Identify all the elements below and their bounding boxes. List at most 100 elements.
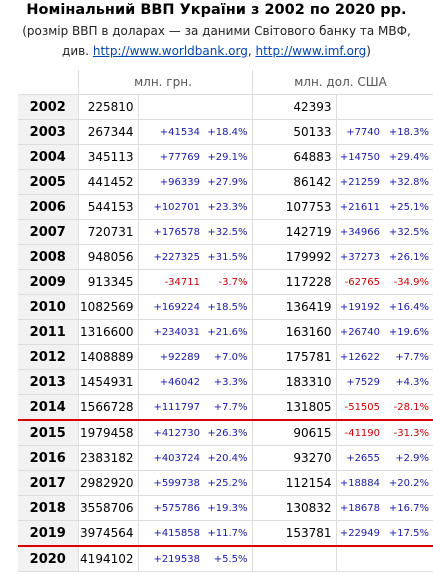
year: 2010: [18, 294, 79, 320]
row: 2003 267344 +41534 +18.4% 50133 +7740 +18.3%: [18, 119, 433, 145]
year: 2011: [18, 319, 79, 345]
separator: ,: [247, 44, 252, 58]
value: 4194102: [78, 546, 139, 572]
change: +2655: [336, 445, 385, 471]
corner: [18, 70, 79, 95]
group-header: млн. грн.: [78, 70, 253, 95]
change: +169224: [138, 294, 204, 320]
row: 2002 225810 42393: [18, 94, 433, 120]
percent: +18.5%: [204, 294, 253, 320]
percent: +18.4%: [204, 119, 253, 145]
group-header: млн. дол. США: [252, 70, 433, 95]
change: +14750: [336, 144, 385, 170]
change: +403724: [138, 445, 204, 471]
value: 163160: [252, 319, 337, 345]
percent: +26.1%: [384, 244, 433, 270]
header-row: млн. грн. млн. дол. США: [18, 70, 433, 95]
change: +12622: [336, 344, 385, 370]
value: 267344: [78, 119, 139, 145]
change: +46042: [138, 369, 204, 395]
year: 2003: [18, 119, 79, 145]
percent: +16.4%: [384, 294, 433, 320]
change: +37273: [336, 244, 385, 270]
change: -34711: [138, 269, 204, 295]
change: +227325: [138, 244, 204, 270]
value: 136419: [252, 294, 337, 320]
row: 2004 345113 +77769 +29.1% 64883 +14750 +29.4%: [18, 144, 433, 170]
row: 2010 1082569 +169224 +18.5% 136419 +19192 +16.…: [18, 294, 433, 320]
change: +102701: [138, 194, 204, 220]
percent: +7.7%: [384, 344, 433, 370]
row: 2007 720731 +176578 +32.5% 142719 +34966 +32.5…: [18, 219, 433, 245]
percent: +25.1%: [384, 194, 433, 220]
percent: +17.5%: [384, 520, 433, 547]
year: 2002: [18, 94, 79, 120]
value: 720731: [78, 219, 139, 245]
change: +7740: [336, 119, 385, 145]
percent: +7.7%: [204, 394, 253, 421]
change: +575786: [138, 495, 204, 521]
note: див. http://www.worldbank.org, http://ww…: [0, 44, 433, 58]
change: +26740: [336, 319, 385, 345]
value: 142719: [252, 219, 337, 245]
value: 2982920: [78, 470, 139, 496]
value: 86142: [252, 169, 337, 195]
value: 1566728: [78, 394, 139, 421]
percent: +7.0%: [204, 344, 253, 370]
value: 131805: [252, 394, 337, 421]
percent: +32.5%: [384, 219, 433, 245]
year: 2007: [18, 219, 79, 245]
change: +41534: [138, 119, 204, 145]
change: +21259: [336, 169, 385, 195]
value: 544153: [78, 194, 139, 220]
percent: +21.6%: [204, 319, 253, 345]
year: 2014: [18, 394, 79, 421]
year: 2013: [18, 369, 79, 395]
row: 2016 2383182 +403724 +20.4% 93270 +2655 +2.9%: [18, 445, 433, 471]
value: 1979458: [78, 420, 139, 446]
change: +96339: [138, 169, 204, 195]
percent: -3.7%: [204, 269, 253, 295]
year: 2004: [18, 144, 79, 170]
value: 3558706: [78, 495, 139, 521]
value: 345113: [78, 144, 139, 170]
percent: +2.9%: [384, 445, 433, 471]
percent: -31.3%: [384, 420, 433, 446]
percent: +29.4%: [384, 144, 433, 170]
row: 2005 441452 +96339 +27.9% 86142 +21259 +32.8%: [18, 169, 433, 195]
percent: +23.3%: [204, 194, 253, 220]
row: 2015 1979458 +412730 +26.3% 90615 -41190 -31.3…: [18, 420, 433, 446]
percent: [384, 546, 433, 572]
change: [138, 94, 204, 120]
year: 2017: [18, 470, 79, 496]
percent: +5.5%: [204, 546, 253, 572]
row: 2019 3974564 +415858 +11.7% 153781 +22949 +17.…: [18, 520, 433, 547]
value: 1454931: [78, 369, 139, 395]
change: +599738: [138, 470, 204, 496]
change: [336, 546, 385, 572]
subtitle: (розмір ВВП в доларах — за даними Світов…: [22, 24, 411, 38]
row: 2011 1316600 +234031 +21.6% 163160 +26740 +19.…: [18, 319, 433, 345]
year: 2008: [18, 244, 79, 270]
row: 2009 913345 -34711 -3.7% 117228 -62765 -34.9%: [18, 269, 433, 295]
value: 153781: [252, 520, 337, 547]
value: 90615: [252, 420, 337, 446]
value: 2383182: [78, 445, 139, 471]
value: 179992: [252, 244, 337, 270]
value: [252, 546, 337, 572]
change: -62765: [336, 269, 385, 295]
value: 3974564: [78, 520, 139, 547]
value: 1082569: [78, 294, 139, 320]
change: +219538: [138, 546, 204, 572]
link[interactable]: http://www.imf.org: [255, 44, 367, 58]
value: 913345: [78, 269, 139, 295]
value: 175781: [252, 344, 337, 370]
row: 2013 1454931 +46042 +3.3% 183310 +7529 +4.3%: [18, 369, 433, 395]
value: 42393: [252, 94, 337, 120]
year: 2015: [18, 420, 79, 446]
value: 225810: [78, 94, 139, 120]
link[interactable]: http://www.worldbank.org: [92, 44, 248, 58]
percent: [204, 94, 253, 120]
value: 107753: [252, 194, 337, 220]
